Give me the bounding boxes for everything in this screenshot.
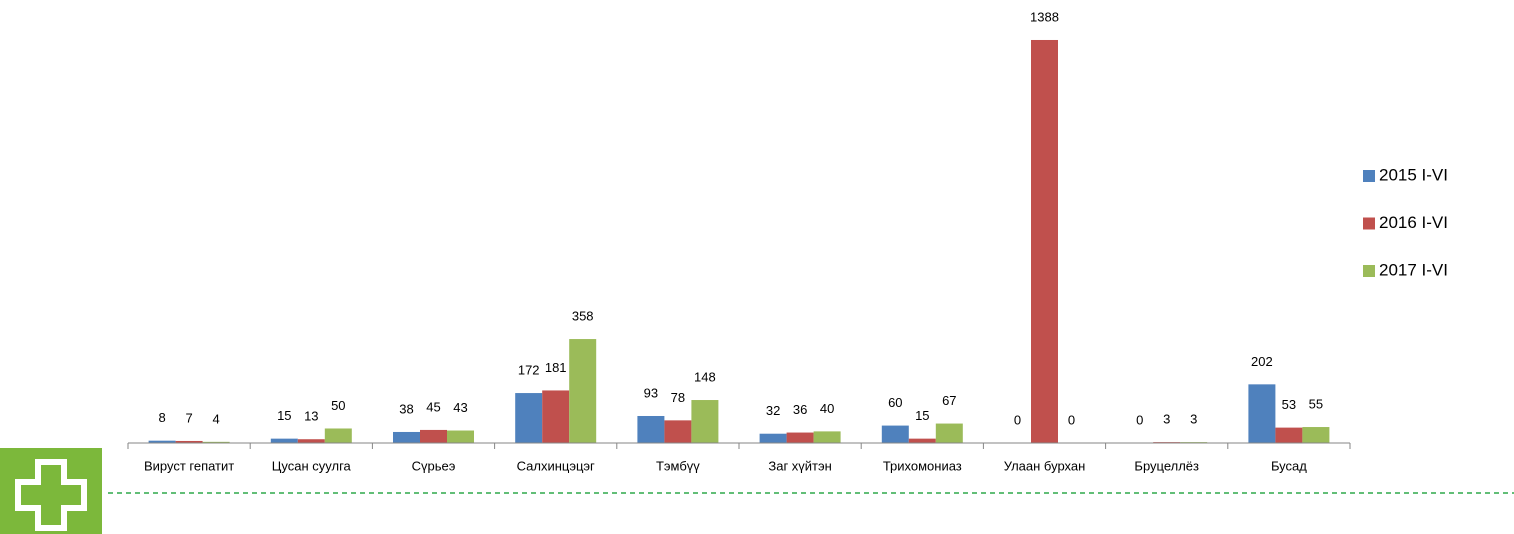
value-label: 78 [671, 390, 685, 405]
bar [515, 393, 543, 443]
value-label: 8 [158, 410, 165, 425]
value-label: 36 [793, 402, 807, 417]
value-label: 202 [1251, 354, 1273, 369]
x-tick-label: Тэмбүү [656, 458, 700, 473]
value-label: 32 [766, 403, 780, 418]
legend-label: 2016 I-VI [1379, 213, 1448, 232]
logo-plus [15, 459, 87, 531]
value-label: 13 [304, 409, 318, 424]
bar [175, 440, 203, 443]
x-tick-label: Улаан бурхан [1004, 458, 1086, 473]
value-label: 0 [1014, 412, 1021, 427]
x-tick-label: Сүрьеэ [412, 458, 456, 473]
value-label: 4 [212, 411, 219, 426]
bar [447, 430, 474, 443]
bar [691, 400, 719, 443]
value-label: 50 [331, 398, 345, 413]
bar [908, 438, 936, 443]
bar [202, 441, 230, 443]
x-tick-label: Салхинцэцэг [517, 458, 595, 473]
value-label: 15 [277, 408, 291, 423]
bar [1248, 384, 1276, 443]
value-label: 55 [1309, 396, 1323, 411]
x-tick-label: Бусад [1271, 458, 1307, 473]
value-label: 43 [453, 400, 467, 415]
value-label: 3 [1190, 412, 1197, 427]
value-label: 181 [545, 360, 567, 375]
value-label: 53 [1282, 397, 1296, 412]
bar [393, 431, 420, 443]
legend-swatch [1363, 265, 1375, 277]
legend-label: 2015 I-VI [1379, 165, 1448, 184]
legend-swatch [1363, 170, 1375, 182]
bar [664, 420, 692, 443]
value-label: 7 [185, 410, 192, 425]
bar [542, 390, 570, 443]
bar [637, 415, 665, 443]
value-label: 60 [888, 395, 902, 410]
x-tick-label: Заг хүйтэн [768, 458, 831, 473]
value-label: 172 [518, 362, 540, 377]
value-label: 1388 [1030, 9, 1059, 24]
x-tick-label: Цусан суулга [272, 458, 352, 473]
bar [813, 431, 841, 443]
bar [881, 425, 909, 443]
value-label: 0 [1068, 412, 1075, 427]
x-tick-label: Вируст гепатит [144, 458, 234, 473]
value-label: 148 [694, 369, 716, 384]
bar [1275, 427, 1303, 443]
bar [569, 339, 597, 443]
bar [1302, 427, 1330, 443]
value-label: 15 [915, 408, 929, 423]
value-label: 45 [426, 399, 440, 414]
bar [935, 423, 963, 443]
value-label: 3 [1163, 412, 1170, 427]
bar [148, 440, 176, 443]
bar [324, 428, 352, 443]
x-tick-label: Трихомониаз [883, 458, 962, 473]
bar [297, 439, 325, 443]
bar [1031, 39, 1058, 444]
value-label: 67 [942, 393, 956, 408]
value-label: 0 [1136, 412, 1143, 427]
legend-label: 2017 I-VI [1379, 260, 1448, 279]
value-label: 38 [399, 401, 413, 416]
bar [420, 429, 447, 443]
bar [759, 433, 787, 443]
value-label: 40 [820, 401, 834, 416]
bar [786, 432, 814, 443]
bar [270, 438, 298, 443]
value-label: 93 [644, 385, 658, 400]
legend-swatch [1363, 217, 1375, 230]
x-tick-label: Бруцеллёз [1134, 458, 1199, 473]
value-label: 358 [572, 308, 594, 323]
